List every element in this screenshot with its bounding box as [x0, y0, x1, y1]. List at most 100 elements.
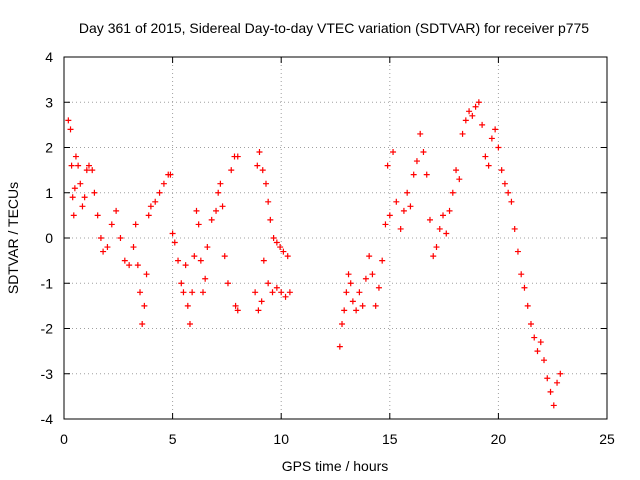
chart-title: Day 361 of 2015, Sidereal Day-to-day VTE…: [79, 20, 589, 36]
grid-lines: [64, 57, 607, 419]
data-point: [453, 167, 460, 174]
data-point: [336, 343, 343, 350]
data-point: [284, 253, 291, 260]
data-point: [505, 189, 512, 196]
data-point: [449, 189, 456, 196]
x-tick-label: 15: [382, 431, 398, 447]
data-point: [184, 302, 191, 309]
data-point: [498, 167, 505, 174]
data-point: [362, 275, 369, 282]
data-point: [104, 244, 111, 251]
data-point: [345, 271, 352, 278]
data-point: [541, 357, 548, 364]
data-point: [262, 180, 269, 187]
data-point: [347, 280, 354, 287]
data-point: [433, 244, 440, 251]
data-point: [121, 257, 128, 264]
y-tick-label: -2: [41, 321, 54, 337]
data-point: [472, 103, 479, 110]
data-point: [547, 388, 554, 395]
plot-frame: [63, 56, 608, 420]
data-point: [202, 275, 209, 282]
data-point: [446, 207, 453, 214]
data-point: [83, 167, 90, 174]
data-point: [260, 257, 267, 264]
data-point: [126, 262, 133, 269]
data-point: [160, 180, 167, 187]
data-point: [278, 289, 285, 296]
data-point: [217, 180, 224, 187]
x-tick-label: 10: [273, 431, 289, 447]
data-point: [258, 298, 265, 305]
data-point: [89, 167, 96, 174]
data-point: [85, 162, 92, 169]
data-point: [91, 189, 98, 196]
data-point: [97, 235, 104, 241]
data-point: [462, 117, 469, 124]
data-point: [443, 230, 450, 237]
data-point: [524, 302, 531, 309]
data-point: [511, 225, 518, 232]
data-point: [521, 284, 528, 291]
data-point: [400, 207, 407, 214]
data-point: [234, 307, 241, 314]
data-point: [77, 180, 84, 187]
data-point: [143, 271, 150, 278]
data-point: [68, 162, 75, 169]
y-axis-label: SDTVAR / TECUs: [5, 182, 21, 294]
data-point: [152, 198, 159, 205]
data-point: [390, 149, 397, 156]
data-point: [147, 203, 154, 210]
data-point: [410, 171, 417, 178]
data-point: [404, 189, 411, 196]
data-point: [440, 212, 447, 219]
x-tick-label: 5: [169, 431, 177, 447]
data-point: [213, 207, 220, 214]
data-point: [459, 130, 466, 137]
x-tick-label: 25: [599, 431, 615, 447]
data-point: [550, 402, 557, 409]
data-point: [488, 135, 495, 142]
data-point: [343, 289, 350, 296]
data-point: [267, 216, 274, 223]
data-point: [349, 298, 356, 305]
data-point: [81, 194, 88, 201]
data-point: [156, 189, 163, 196]
data-point: [514, 248, 521, 255]
data-point: [108, 221, 115, 228]
data-point: [69, 194, 76, 201]
y-tick-label: 2: [45, 140, 53, 156]
data-point: [234, 153, 241, 160]
data-point: [384, 162, 391, 169]
data-point: [270, 235, 277, 241]
data-point: [369, 271, 376, 278]
data-point: [189, 289, 196, 296]
data-point: [178, 280, 185, 287]
data-point: [208, 216, 215, 223]
data-point: [466, 108, 473, 115]
data-point: [256, 149, 263, 156]
data-point: [175, 257, 182, 264]
data-point: [475, 99, 482, 106]
data-point: [132, 221, 139, 228]
data-point: [501, 180, 508, 187]
data-point: [100, 248, 107, 255]
x-tick-label: 0: [60, 431, 68, 447]
y-tick-label: 1: [45, 185, 53, 201]
data-point: [75, 162, 82, 169]
data-point: [70, 212, 77, 219]
y-tick-label: 4: [45, 49, 53, 65]
data-point: [200, 289, 207, 296]
data-point: [508, 198, 515, 205]
data-point: [417, 130, 424, 137]
data-point: [169, 230, 176, 237]
data-point: [531, 334, 538, 341]
data-point: [113, 207, 120, 214]
data-point: [386, 212, 393, 219]
data-point: [130, 244, 137, 251]
data-point: [456, 176, 463, 183]
data-point: [353, 307, 360, 314]
data-point: [492, 126, 499, 133]
data-point: [171, 239, 178, 246]
y-tick-label: -3: [41, 366, 54, 382]
